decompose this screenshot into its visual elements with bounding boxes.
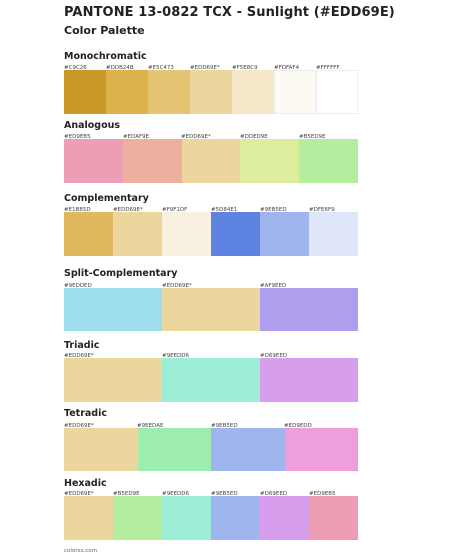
color-swatch[interactable] [64,139,123,183]
hex-label: #EDD69E* [190,65,220,71]
swatch-row-split-complementary [64,288,358,331]
section-title-triadic: Triadic [64,340,100,351]
hex-label: #EDD69E* [162,283,192,289]
color-swatch[interactable] [211,212,260,256]
swatch-row-triadic [64,358,358,402]
hex-label: #ED9EB5 [309,491,336,497]
hex-row-complementary: #E1B85D #EDD69E* #F9F1DF #5D84E1 #9EB5ED… [64,206,358,214]
hex-label: #9EB5ED [260,207,287,213]
hex-label: #9EEDD6 [162,353,190,359]
swatch-row-complementary [64,212,358,256]
hex-label: #AF9EED [260,283,287,289]
hex-label: #B5ED9E [113,491,140,497]
color-swatch[interactable] [260,496,309,540]
swatch-row-analogous [64,139,358,183]
color-swatch[interactable] [162,288,260,331]
hex-label: #E5C473 [148,65,174,71]
color-swatch[interactable] [299,139,358,183]
color-swatch[interactable] [162,496,211,540]
hex-label: #DDED9E [240,134,268,140]
section-title-tetradic: Tetradic [64,408,107,419]
hex-label: #EDD69E* [64,353,94,359]
section-title-monochromatic: Monochromatic [64,51,147,62]
color-swatch[interactable] [211,428,285,471]
hex-label: #ED9EDD [284,423,312,429]
color-swatch[interactable] [162,358,260,402]
color-swatch[interactable] [309,496,358,540]
swatch-row-hexadic [64,496,358,540]
color-swatch[interactable] [64,496,113,540]
color-swatch[interactable] [190,70,232,114]
color-swatch[interactable] [309,212,358,256]
hex-label: #E1B85D [64,207,91,213]
hex-row-split-complementary: #9EDDED #EDD69E* #AF9EED [64,282,358,290]
page-subtitle: Color Palette [64,24,145,37]
hex-label: #FDFAF4 [274,65,300,71]
color-swatch[interactable] [211,496,260,540]
color-swatch[interactable] [260,212,309,256]
color-swatch[interactable] [137,428,211,471]
hex-label: #EDD69E* [64,491,94,497]
swatch-row-tetradic [64,428,358,471]
hex-row-monochromatic: #C9C26 #DDB24B #E5C473 #EDD69E* #F5E8C9 … [64,64,358,72]
page-title: PANTONE 13-0822 TCX - Sunlight (#EDD69E) [64,5,395,20]
hex-label: #B5ED9E [299,134,326,140]
hex-label: #D69EED [260,491,288,497]
color-swatch[interactable] [232,70,274,114]
color-swatch[interactable] [64,288,162,331]
hex-label: #DFE6F9 [309,207,335,213]
hex-label: #FFFFFF [316,65,340,71]
hex-label: #EDD69E* [181,134,211,140]
hex-row-tetradic: #EDD69E* #9EEDAE #9EB5ED #ED9EDD [64,422,358,430]
hex-label: #D69EED [260,353,288,359]
color-swatch[interactable] [316,70,358,114]
hex-label: #9EB5ED [211,423,238,429]
hex-label: #EDD69E* [113,207,143,213]
section-title-split-complementary: Split-Complementary [64,268,178,279]
color-swatch[interactable] [274,70,316,114]
hex-label: #9EDDED [64,283,92,289]
section-title-analogous: Analogous [64,120,121,131]
color-swatch[interactable] [64,428,138,471]
color-swatch[interactable] [64,358,162,402]
hex-label: #5D84E1 [211,207,238,213]
hex-label: #F9F1DF [162,207,188,213]
section-title-complementary: Complementary [64,193,149,204]
hex-label: #DDB24B [106,65,134,71]
hex-label: #EDD69E* [64,423,94,429]
footer-credit: colorxs.com [64,548,98,554]
color-swatch[interactable] [113,212,162,256]
color-swatch[interactable] [240,139,300,183]
color-swatch[interactable] [122,139,182,183]
color-swatch[interactable] [260,358,358,402]
color-swatch[interactable] [64,70,106,114]
color-swatch[interactable] [284,428,358,471]
hex-label: #9EEDD6 [162,491,190,497]
hex-row-triadic: #EDD69E* #9EEDD6 #D69EED [64,352,358,360]
hex-label: #9EB5ED [211,491,238,497]
hex-row-analogous: #ED9EB5 #EDAF9E #EDD69E* #DDED9E #B5ED9E [64,133,358,141]
hex-label: #C9C26 [64,65,87,71]
hex-label: #F5E8C9 [232,65,258,71]
color-swatch[interactable] [64,212,113,256]
color-swatch[interactable] [181,139,241,183]
hex-row-hexadic: #EDD69E* #B5ED9E #9EEDD6 #9EB5ED #D69EED… [64,490,358,498]
hex-label: #9EEDAE [137,423,164,429]
color-swatch[interactable] [162,212,211,256]
hex-label: #ED9EB5 [64,134,91,140]
color-swatch[interactable] [148,70,190,114]
swatch-row-monochromatic [64,70,358,114]
hex-label: #EDAF9E [123,134,150,140]
color-swatch[interactable] [260,288,358,331]
color-swatch[interactable] [113,496,162,540]
section-title-hexadic: Hexadic [64,478,107,489]
color-swatch[interactable] [106,70,148,114]
